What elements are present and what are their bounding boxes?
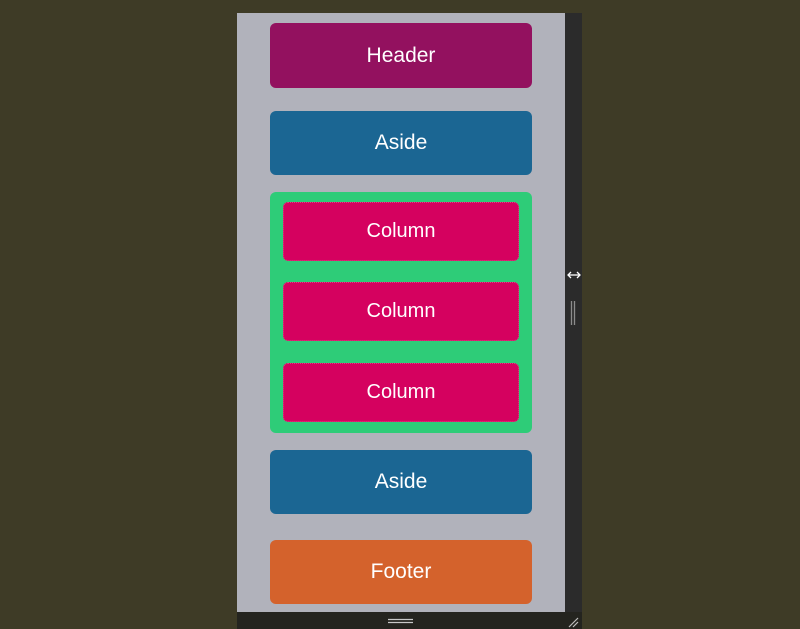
aside-block-bottom: Aside [270, 450, 532, 514]
aside-block-top: Aside [270, 111, 532, 175]
column-block-1: Column [283, 202, 519, 261]
column-label-1: Column [366, 220, 436, 242]
header-label: Header [366, 43, 436, 67]
columns-container: Column Column Column [270, 192, 532, 433]
responsive-preview-viewport: Header Aside Column Column Column Aside … [237, 13, 565, 612]
vertical-grip-icon[interactable] [569, 301, 577, 325]
right-resize-handle[interactable] [565, 13, 582, 612]
aside-top-label: Aside [374, 131, 428, 154]
column-block-2: Column [283, 282, 519, 341]
column-label-3: Column [366, 381, 436, 403]
header-block: Header [270, 23, 532, 88]
horizontal-resize-arrow-icon[interactable] [566, 268, 582, 282]
footer-block: Footer [270, 540, 532, 604]
column-block-3: Column [283, 363, 519, 422]
aside-bottom-label: Aside [374, 470, 428, 493]
corner-resize-grip-icon[interactable] [565, 614, 579, 628]
footer-label: Footer [370, 560, 432, 583]
column-label-2: Column [366, 300, 436, 322]
bottom-resize-handle[interactable] [237, 612, 582, 629]
horizontal-grip-icon[interactable] [388, 617, 413, 625]
